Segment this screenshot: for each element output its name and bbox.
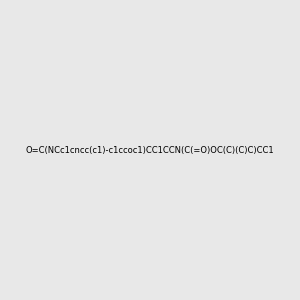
Text: O=C(NCc1cncc(c1)-c1ccoc1)CC1CCN(C(=O)OC(C)(C)C)CC1: O=C(NCc1cncc(c1)-c1ccoc1)CC1CCN(C(=O)OC(…: [26, 146, 274, 154]
